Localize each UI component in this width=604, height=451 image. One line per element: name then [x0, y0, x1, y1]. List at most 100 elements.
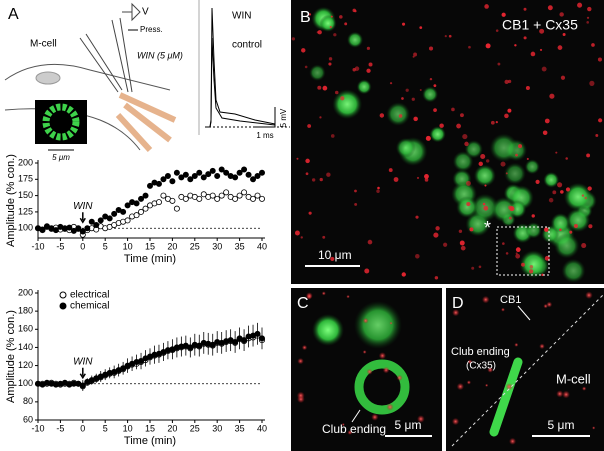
traces: [198, 0, 290, 135]
puncta: [319, 116, 322, 119]
cell: [561, 258, 586, 283]
puncta: [458, 229, 463, 233]
puncta: [322, 235, 326, 239]
y-tick-label: 150: [18, 190, 33, 200]
data-point: [236, 169, 243, 176]
y-tick-label: 100: [18, 223, 33, 233]
puncta: [296, 157, 299, 160]
data-point: [93, 221, 100, 228]
data-point: [258, 169, 265, 176]
puncta: [425, 135, 431, 141]
puncta: [495, 121, 498, 124]
puncta: [452, 308, 460, 317]
puncta: [508, 205, 513, 210]
puncta: [548, 197, 554, 203]
cell: [489, 133, 519, 163]
puncta: [559, 228, 562, 232]
data-point: [164, 173, 171, 180]
puncta: [424, 178, 429, 182]
puncta: [539, 28, 545, 34]
puncta: [577, 2, 583, 8]
cell: [386, 102, 411, 126]
puncta: [588, 224, 593, 229]
cell: [395, 137, 416, 158]
data-point: [205, 171, 212, 178]
puncta: [344, 22, 348, 26]
puncta: [573, 224, 578, 229]
puncta: [301, 48, 306, 53]
y-axis-label: Amplitude (% con.): [5, 310, 17, 403]
puncta: [469, 227, 474, 232]
data-point: [124, 217, 131, 224]
data-point: [196, 169, 203, 176]
puncta: [294, 230, 300, 236]
puncta: [539, 48, 543, 52]
puncta: [542, 130, 548, 136]
puncta: [451, 417, 460, 426]
puncta: [305, 158, 310, 164]
puncta: [480, 153, 486, 159]
inset-blob: [42, 103, 80, 141]
puncta: [311, 178, 316, 182]
data-point: [236, 192, 243, 199]
data-point: [209, 192, 216, 199]
cell: [319, 14, 337, 32]
puncta: [529, 265, 534, 269]
data-point: [232, 195, 239, 202]
x-tick-label: 20: [167, 423, 177, 433]
label: WIN (5 μM): [137, 50, 183, 60]
puncta: [509, 437, 517, 445]
puncta: [379, 113, 385, 118]
puncta: [439, 123, 444, 128]
puncta: [500, 161, 506, 167]
data-point: [258, 195, 265, 202]
x-tick-label: 5: [103, 241, 108, 251]
puncta: [305, 172, 309, 176]
puncta: [444, 35, 447, 38]
x-axis-label: Time (min): [124, 253, 176, 265]
puncta: [366, 368, 373, 375]
data-point: [223, 169, 230, 176]
cell: [422, 86, 439, 103]
puncta: [587, 186, 592, 191]
y-axis-label: Amplitude (% con.): [5, 154, 17, 247]
data-point: [138, 358, 145, 365]
annotation-arrow: [79, 367, 86, 380]
data-point: [245, 171, 252, 178]
data-point: [178, 174, 185, 181]
puncta: [354, 9, 357, 13]
data-point: [209, 167, 216, 174]
puncta: [559, 12, 564, 17]
puncta: [330, 256, 335, 262]
data-point: [66, 224, 73, 231]
puncta: [396, 374, 403, 381]
puncta: [451, 107, 455, 112]
puncta: [526, 157, 529, 161]
data-point: [187, 344, 194, 351]
puncta: [505, 383, 513, 391]
x-tick-label: 25: [190, 423, 200, 433]
x-tick-label: 10: [123, 241, 133, 251]
puncta: [460, 113, 464, 118]
puncta: [471, 266, 475, 270]
puncta: [354, 202, 358, 206]
puncta: [411, 97, 415, 101]
data-point: [79, 228, 86, 235]
puncta: [433, 232, 439, 238]
data-point: [169, 178, 176, 185]
puncta: [552, 190, 557, 195]
puncta: [333, 33, 337, 37]
puncta: [544, 255, 550, 261]
puncta: [319, 177, 323, 182]
data-point: [218, 192, 225, 199]
data-point: [106, 215, 113, 222]
cell: [356, 79, 372, 95]
data-point: [120, 365, 127, 372]
puncta: [505, 172, 508, 175]
cell: [503, 162, 526, 185]
data-point: [70, 227, 77, 234]
puncta: [466, 380, 471, 385]
puncta: [504, 79, 509, 85]
data-point: [187, 176, 194, 183]
